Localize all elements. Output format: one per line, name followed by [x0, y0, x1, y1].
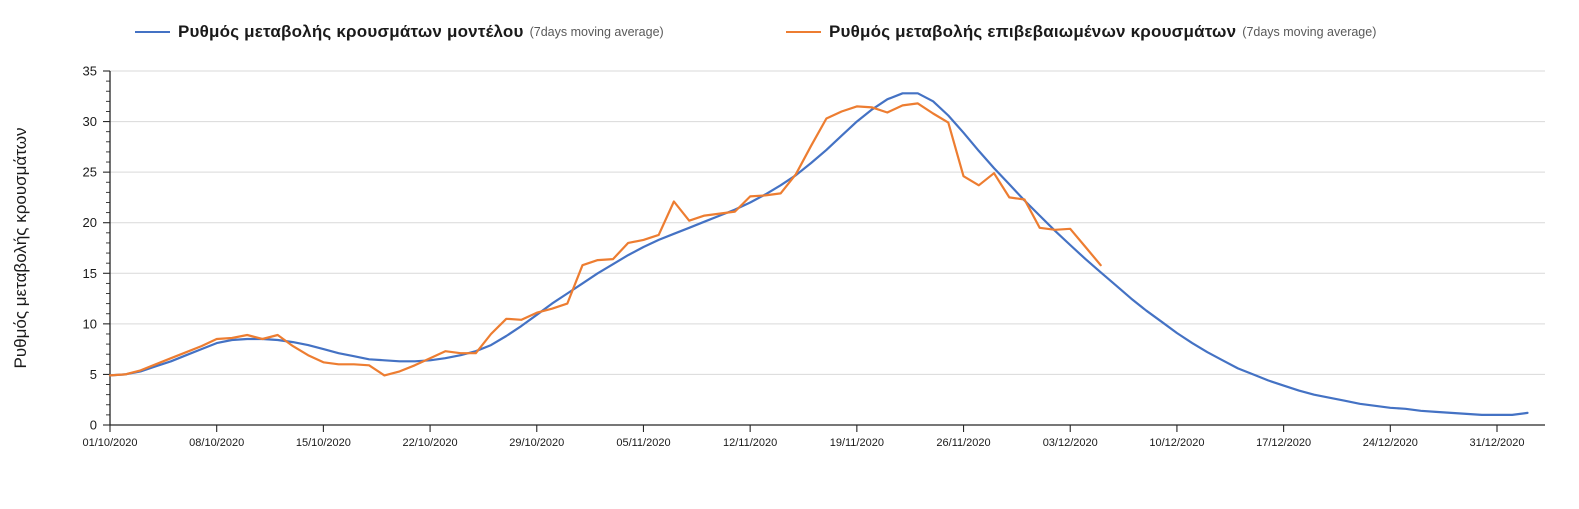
x-tick-label: 22/10/2020 — [403, 437, 458, 449]
y-tick-label: 35 — [83, 64, 97, 79]
y-tick-label: 15 — [83, 266, 97, 281]
legend-item-confirmed: Ρυθμός μεταβολής επιβεβαιωμένων κρουσμάτ… — [786, 22, 1376, 42]
series-line-confirmed — [108, 102, 1102, 377]
series-line-model — [108, 92, 1529, 416]
x-tick-label: 12/11/2020 — [723, 437, 777, 449]
x-tick-label: 31/12/2020 — [1469, 437, 1524, 449]
legend-line-sample-blue — [135, 31, 170, 33]
x-tick-label: 05/11/2020 — [616, 437, 670, 449]
x-tick-label: 01/10/2020 — [82, 437, 137, 449]
legend-label-confirmed: Ρυθμός μεταβολής επιβεβαιωμένων κρουσμάτ… — [829, 22, 1237, 41]
legend-suffix-model: (7days moving average) — [529, 25, 664, 39]
x-tick-label: 10/12/2020 — [1149, 437, 1204, 449]
x-tick-label: 24/12/2020 — [1363, 437, 1418, 449]
x-tick-label: 29/10/2020 — [509, 437, 564, 449]
x-tick-label: 19/11/2020 — [830, 437, 884, 449]
y-tick-label: 25 — [83, 165, 97, 180]
y-tick-label: 30 — [83, 114, 97, 129]
legend-label-model: Ρυθμός μεταβολής κρουσμάτων μοντέλου — [178, 22, 524, 41]
legend-line-sample-orange — [786, 31, 821, 33]
x-tick-label: 03/12/2020 — [1043, 437, 1098, 449]
x-tick-label: 17/12/2020 — [1256, 437, 1311, 449]
legend-item-model: Ρυθμός μεταβολής κρουσμάτων μοντέλου (7d… — [135, 22, 664, 42]
legend-suffix-confirmed: (7days moving average) — [1242, 25, 1377, 39]
x-tick-label: 26/11/2020 — [936, 437, 990, 449]
y-tick-label: 0 — [90, 418, 97, 433]
y-tick-label: 5 — [90, 367, 97, 382]
y-tick-label: 20 — [83, 215, 97, 230]
x-tick-label: 08/10/2020 — [189, 437, 244, 449]
y-tick-label: 10 — [83, 316, 97, 331]
x-tick-label: 15/10/2020 — [296, 437, 351, 449]
